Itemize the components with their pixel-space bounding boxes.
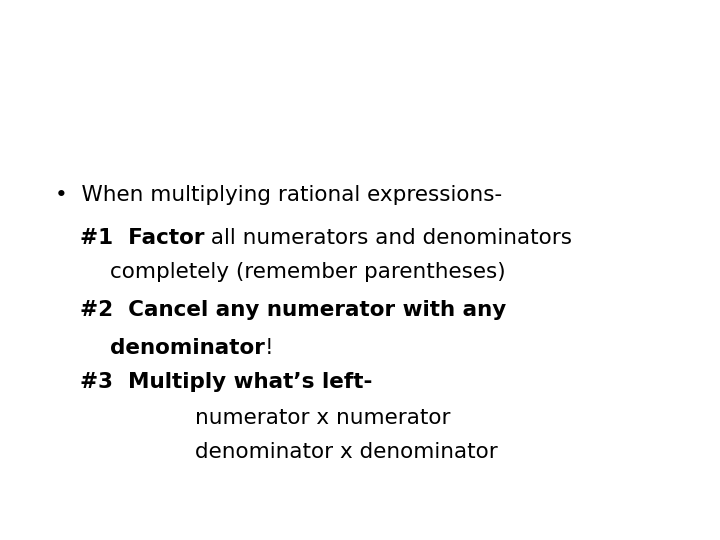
Text: •  When multiplying rational expressions-: • When multiplying rational expressions- bbox=[55, 185, 502, 205]
Text: numerator x numerator: numerator x numerator bbox=[195, 408, 451, 428]
Text: #1  Factor: #1 Factor bbox=[80, 228, 204, 248]
Text: #2  Cancel any numerator with any: #2 Cancel any numerator with any bbox=[80, 300, 506, 320]
Text: denominator: denominator bbox=[110, 338, 265, 358]
Text: #3  Multiply what’s left-: #3 Multiply what’s left- bbox=[80, 372, 372, 392]
Text: completely (remember parentheses): completely (remember parentheses) bbox=[110, 262, 505, 282]
Text: !: ! bbox=[265, 338, 274, 358]
Text: denominator x denominator: denominator x denominator bbox=[195, 442, 498, 462]
Text: all numerators and denominators: all numerators and denominators bbox=[204, 228, 572, 248]
